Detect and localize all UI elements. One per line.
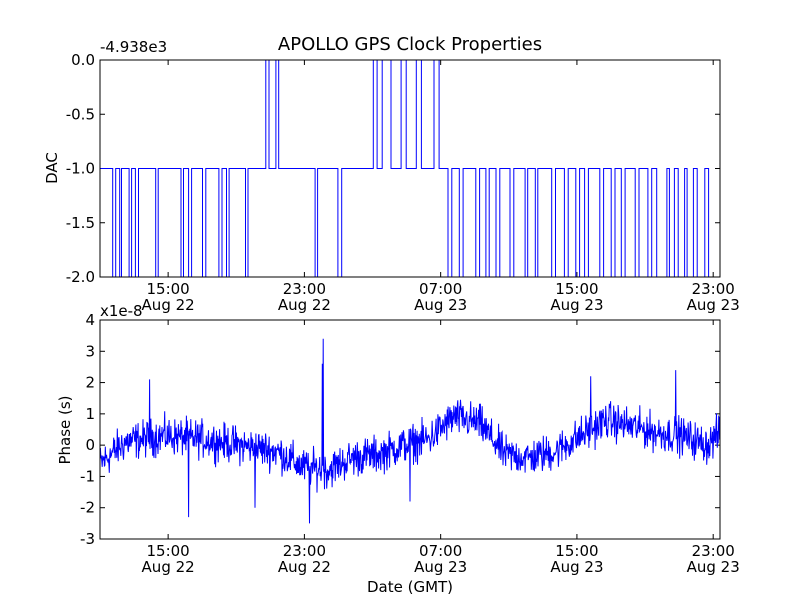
dac-ytick-label: 0.0 <box>71 51 95 69</box>
phase-xtick-date: Aug 22 <box>278 558 331 576</box>
phase-ytick-label: 2 <box>85 374 95 392</box>
phase-xtick-time: 23:00 <box>283 542 326 560</box>
dac-xtick-time: 23:00 <box>283 280 326 298</box>
chart-title: APOLLO GPS Clock Properties <box>278 34 542 55</box>
dac-ytick-label: -2.0 <box>66 268 95 286</box>
dac-offset-label: -4.938e3 <box>100 38 167 56</box>
dac-xtick-date: Aug 22 <box>278 296 331 314</box>
phase-ytick-label: 1 <box>85 405 95 423</box>
phase-axes-frame <box>99 319 721 540</box>
dac-xtick-time: 15:00 <box>555 280 598 298</box>
phase-xtick-date: Aug 23 <box>414 558 467 576</box>
dac-xtick-time: 15:00 <box>147 280 190 298</box>
phase-ytick-label: 4 <box>85 311 95 329</box>
phase-xtick-date: Aug 23 <box>687 558 740 576</box>
phase-ytick-label: -3 <box>80 530 95 548</box>
dac-xtick-date: Aug 23 <box>550 296 603 314</box>
phase-scale-label: x1e-8 <box>100 302 143 320</box>
phase-ytick-label: 0 <box>85 436 95 454</box>
dac-axes-frame <box>99 59 721 278</box>
dac-ytick-label: -0.5 <box>66 105 95 123</box>
phase-ylabel: Phase (s) <box>56 395 74 464</box>
phase-ytick-label: -2 <box>80 499 95 517</box>
dac-ylabel: DAC <box>43 152 61 184</box>
phase-xtick-time: 23:00 <box>692 542 735 560</box>
phase-ytick-label: 3 <box>85 342 95 360</box>
phase-xtick-date: Aug 22 <box>142 558 195 576</box>
phase-series-line <box>99 338 721 524</box>
phase-xtick-time: 15:00 <box>555 542 598 560</box>
dac-xtick-time: 07:00 <box>419 280 462 298</box>
dac-ytick-label: -1.0 <box>66 160 95 178</box>
dac-xtick-date: Aug 22 <box>142 296 195 314</box>
dac-series-line <box>100 59 720 278</box>
phase-ytick-label: -1 <box>80 467 95 485</box>
dac-ytick-label: -1.5 <box>66 214 95 232</box>
dac-xtick-date: Aug 23 <box>414 296 467 314</box>
phase-xtick-date: Aug 23 <box>550 558 603 576</box>
phase-xtick-time: 15:00 <box>147 542 190 560</box>
dac-xtick-time: 23:00 <box>692 280 735 298</box>
phase-xlabel: Date (GMT) <box>367 578 453 596</box>
dac-panel: -4.938e3 DAC 0.0-0.5-1.0-1.5-2.015:00Aug… <box>43 38 740 314</box>
dac-xtick-date: Aug 23 <box>687 296 740 314</box>
phase-xtick-time: 07:00 <box>419 542 462 560</box>
